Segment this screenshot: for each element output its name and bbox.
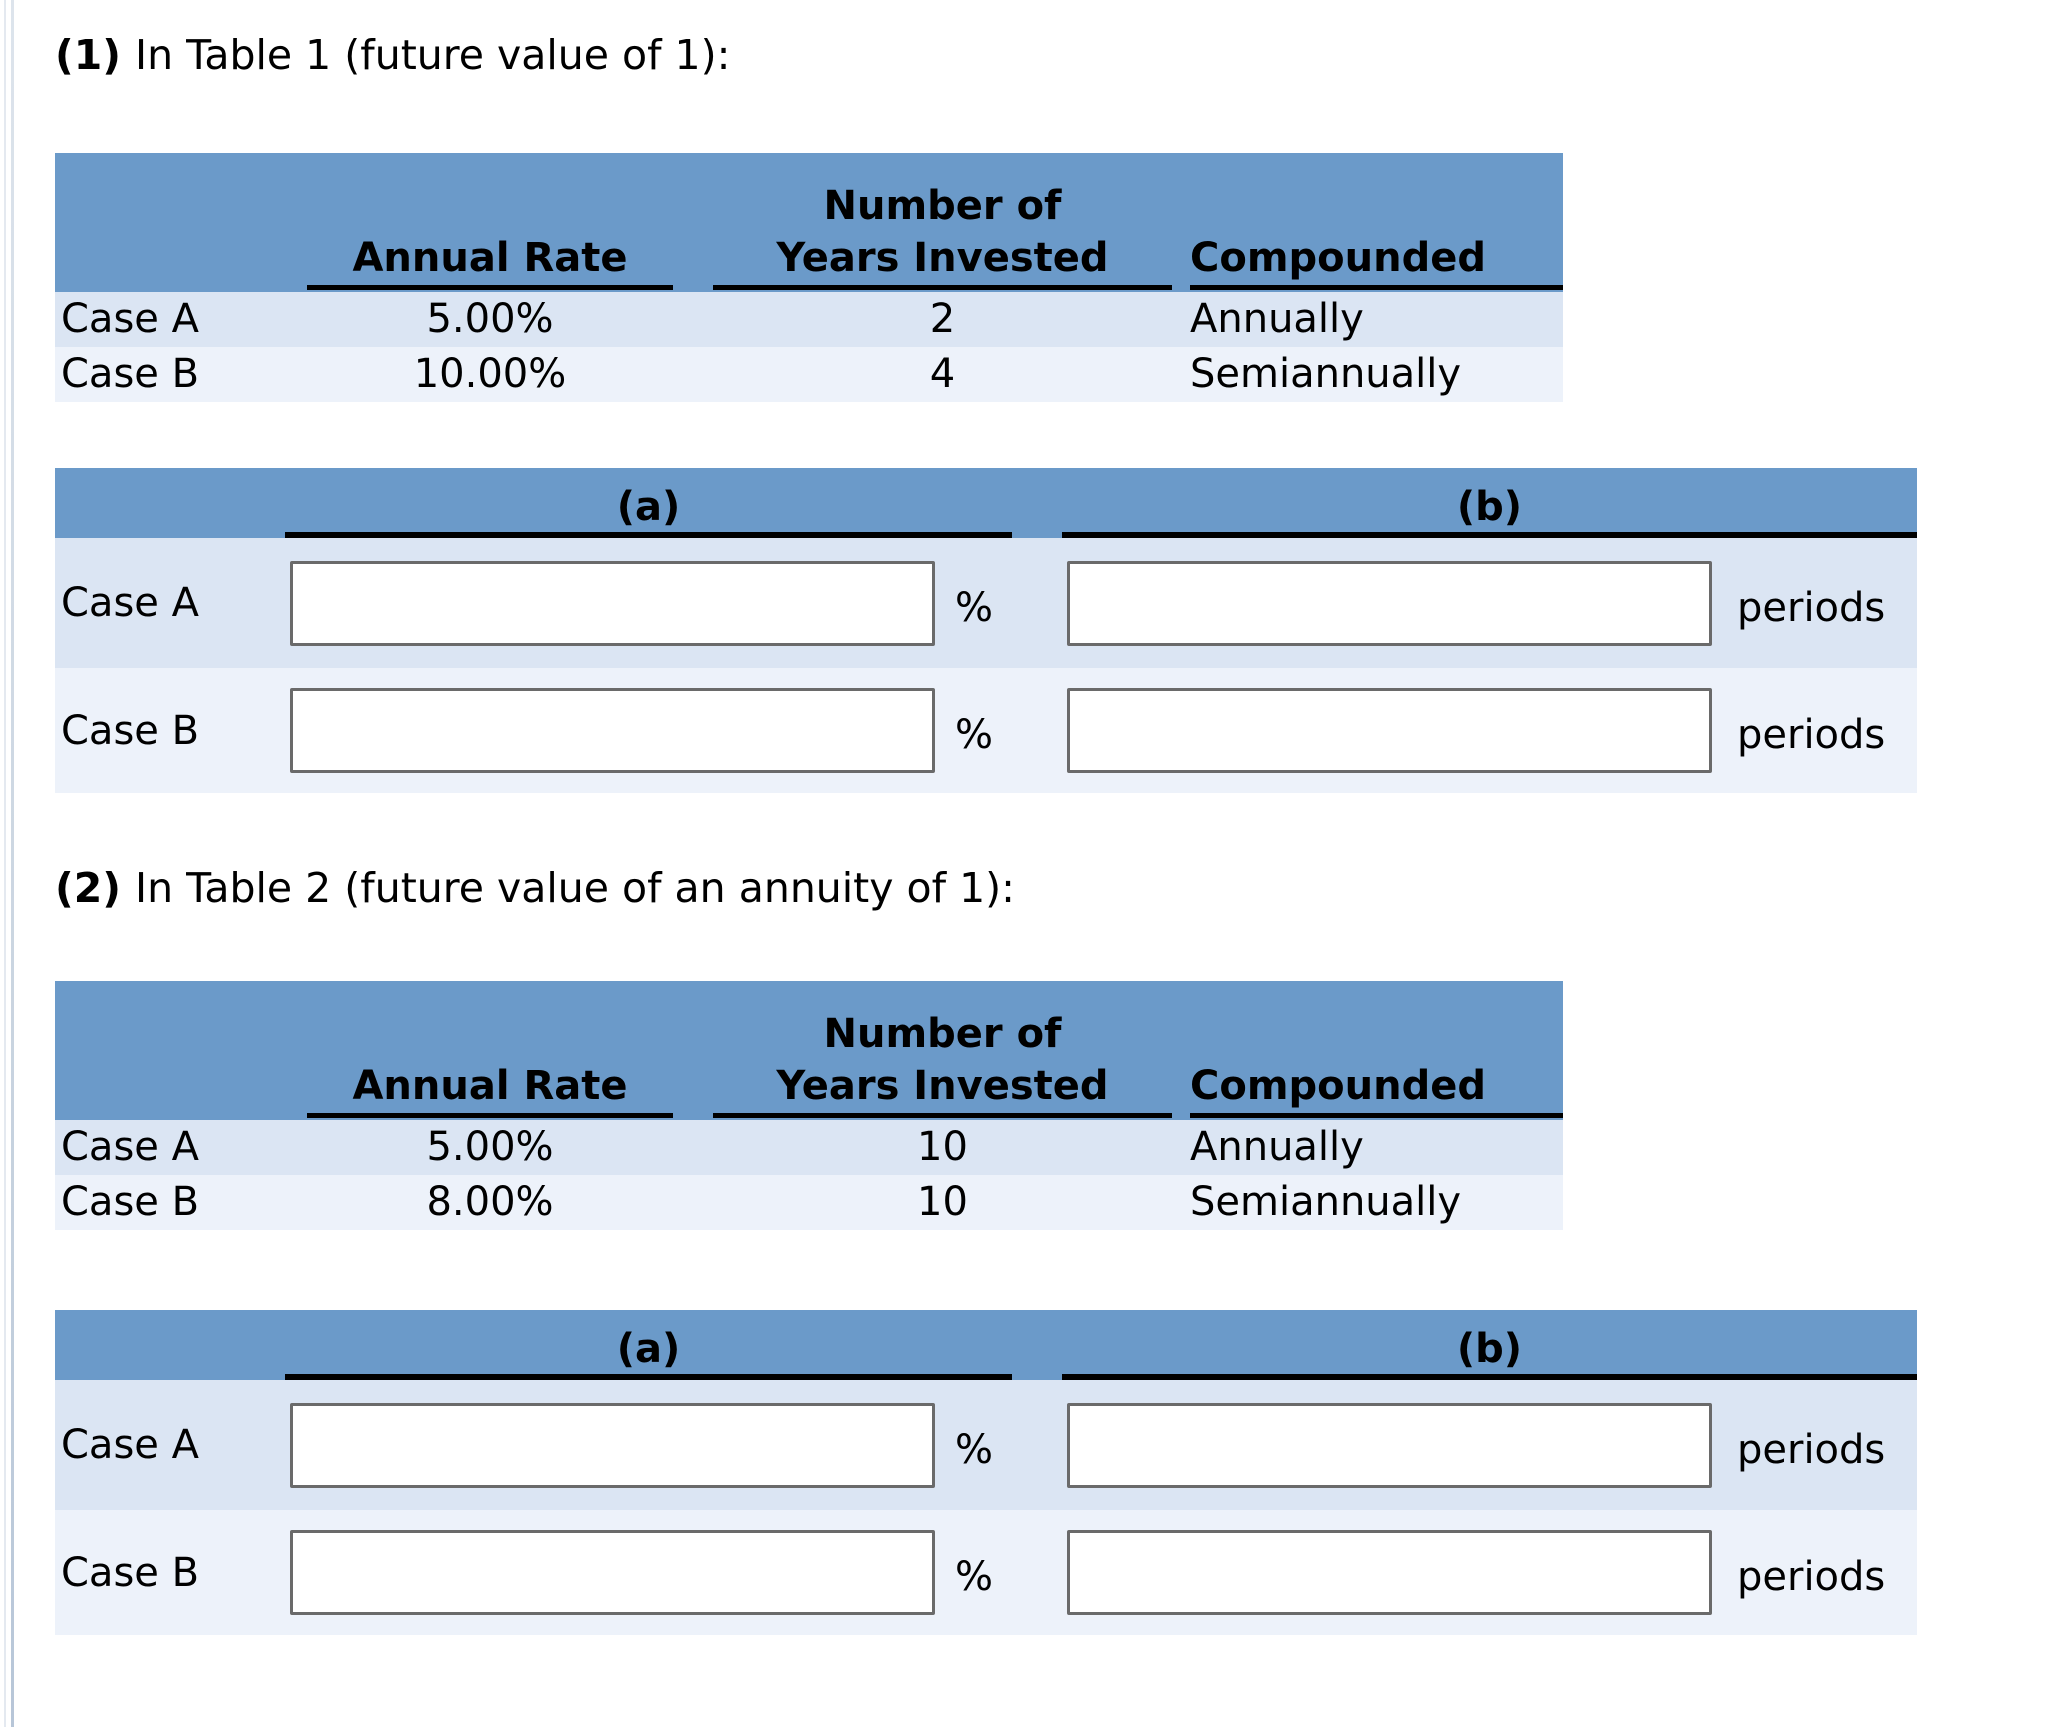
answer-group-a: % [285, 560, 1012, 646]
case-info-table-1: Annual Rate Number of Years Invested Com… [55, 153, 1563, 402]
header-annual-rate: Annual Rate [285, 235, 695, 292]
percent-unit-label: % [955, 584, 994, 631]
years-invested-value: 10 [917, 1124, 968, 1170]
periods-unit-label: periods [1737, 1554, 1886, 1600]
row-label: Case A [61, 580, 199, 626]
header-col-a: (a) [285, 484, 1012, 538]
section-2-number: (2) [55, 864, 122, 912]
answer-table-1: (a) (b) Case A % periods Case B % [55, 468, 1917, 793]
years-invested-value: 10 [917, 1179, 968, 1225]
section-1-title: In Table 1 (future value of 1): [135, 31, 731, 79]
answer-table-2: (a) (b) Case A % periods Case B % [55, 1310, 1917, 1635]
section-table-1: (1) In Table 1 (future value of 1): Annua… [0, 0, 2046, 793]
answer-row: Case A % periods [55, 538, 1917, 668]
answer-group-b: periods [1062, 1402, 1917, 1488]
compounded-label: Compounded [1190, 235, 1563, 290]
section-table-2: (2) In Table 2 (future value of an annuit… [0, 793, 2046, 1635]
answer-group-b: periods [1062, 560, 1917, 646]
section-1-heading: (1) In Table 1 (future value of 1): [55, 0, 2046, 80]
years-invested-label: Years Invested [713, 235, 1172, 290]
periods-unit-label: periods [1737, 584, 1886, 631]
percent-unit-label: % [955, 712, 994, 758]
header-years-invested: Number of Years Invested [695, 183, 1190, 292]
col-b-label: (b) [1062, 484, 1917, 538]
section-1-number: (1) [55, 31, 122, 79]
answer-input-t1-case-b-a[interactable] [290, 688, 935, 773]
header-years-invested: Number of Years Invested [695, 1011, 1190, 1120]
info-table-2-header: Annual Rate Number of Years Invested Com… [55, 981, 1563, 1120]
answer-input-t1-case-a-b[interactable] [1067, 560, 1712, 646]
answer-group-a: % [285, 688, 1012, 773]
answer-input-t2-case-b-a[interactable] [290, 1530, 935, 1615]
header-compounded: Compounded [1190, 1063, 1563, 1120]
years-invested-value: 4 [929, 351, 956, 397]
row-label: Case B [61, 1179, 200, 1225]
annual-rate-label: Annual Rate [307, 235, 673, 290]
page-left-border-outer [4, 0, 6, 1727]
compounded-value: Semiannually [1190, 351, 1462, 397]
col-b-label: (b) [1062, 1326, 1917, 1380]
annual-rate-value: 5.00% [426, 1124, 554, 1170]
row-label: Case B [61, 351, 200, 397]
header-col-b: (b) [1062, 484, 1917, 538]
answer-table-1-header: (a) (b) [55, 468, 1917, 538]
row-label: Case B [61, 707, 200, 754]
answer-group-a: % [285, 1530, 1012, 1615]
col-a-label: (a) [285, 484, 1012, 538]
header-compounded: Compounded [1190, 235, 1563, 292]
row-label: Case A [61, 1124, 199, 1170]
row-label: Case B [61, 1549, 200, 1596]
answer-group-b: periods [1062, 688, 1917, 773]
percent-unit-label: % [955, 1554, 994, 1600]
years-invested-value: 2 [929, 296, 956, 342]
table-row: Case B 8.00% 10 Semiannually [55, 1175, 1563, 1230]
header-col-b: (b) [1062, 1326, 1917, 1380]
compounded-value: Semiannually [1190, 1179, 1462, 1225]
page-left-border-inner [11, 0, 14, 1727]
periods-unit-label: periods [1737, 1426, 1886, 1473]
answer-input-t2-case-b-b[interactable] [1067, 1530, 1712, 1615]
number-of-label: Number of [823, 183, 1062, 229]
annual-rate-value: 10.00% [413, 351, 567, 397]
row-label: Case A [61, 1422, 199, 1468]
compounded-value: Annually [1190, 296, 1364, 342]
annual-rate-value: 5.00% [426, 296, 554, 342]
section-2-heading: (2) In Table 2 (future value of an annuit… [55, 793, 2046, 913]
row-label: Case A [61, 296, 199, 342]
col-a-label: (a) [285, 1326, 1012, 1380]
answer-group-b: periods [1062, 1530, 1917, 1615]
table-row: Case B 10.00% 4 Semiannually [55, 347, 1563, 402]
answer-input-t1-case-a-a[interactable] [290, 560, 935, 646]
answer-table-2-header: (a) (b) [55, 1310, 1917, 1380]
compounded-value: Annually [1190, 1124, 1364, 1170]
answer-row: Case A % periods [55, 1380, 1917, 1510]
section-2-title: In Table 2 (future value of an annuity o… [135, 864, 1015, 912]
table-row: Case A 5.00% 10 Annually [55, 1120, 1563, 1175]
table-row: Case A 5.00% 2 Annually [55, 292, 1563, 347]
header-annual-rate: Annual Rate [285, 1063, 695, 1120]
number-of-label: Number of [823, 1011, 1062, 1057]
answer-input-t1-case-b-b[interactable] [1067, 688, 1712, 773]
answer-row: Case B % periods [55, 668, 1917, 793]
annual-rate-value: 8.00% [426, 1179, 554, 1225]
info-table-1-header: Annual Rate Number of Years Invested Com… [55, 153, 1563, 292]
answer-input-t2-case-a-a[interactable] [290, 1402, 935, 1488]
header-col-a: (a) [285, 1326, 1012, 1380]
years-invested-label: Years Invested [713, 1063, 1172, 1118]
periods-unit-label: periods [1737, 712, 1886, 758]
answer-group-a: % [285, 1402, 1012, 1488]
annual-rate-label: Annual Rate [307, 1063, 673, 1118]
answer-input-t2-case-a-b[interactable] [1067, 1402, 1712, 1488]
percent-unit-label: % [955, 1426, 994, 1473]
answer-row: Case B % periods [55, 1510, 1917, 1635]
compounded-label: Compounded [1190, 1063, 1563, 1118]
case-info-table-2: Annual Rate Number of Years Invested Com… [55, 981, 1563, 1230]
